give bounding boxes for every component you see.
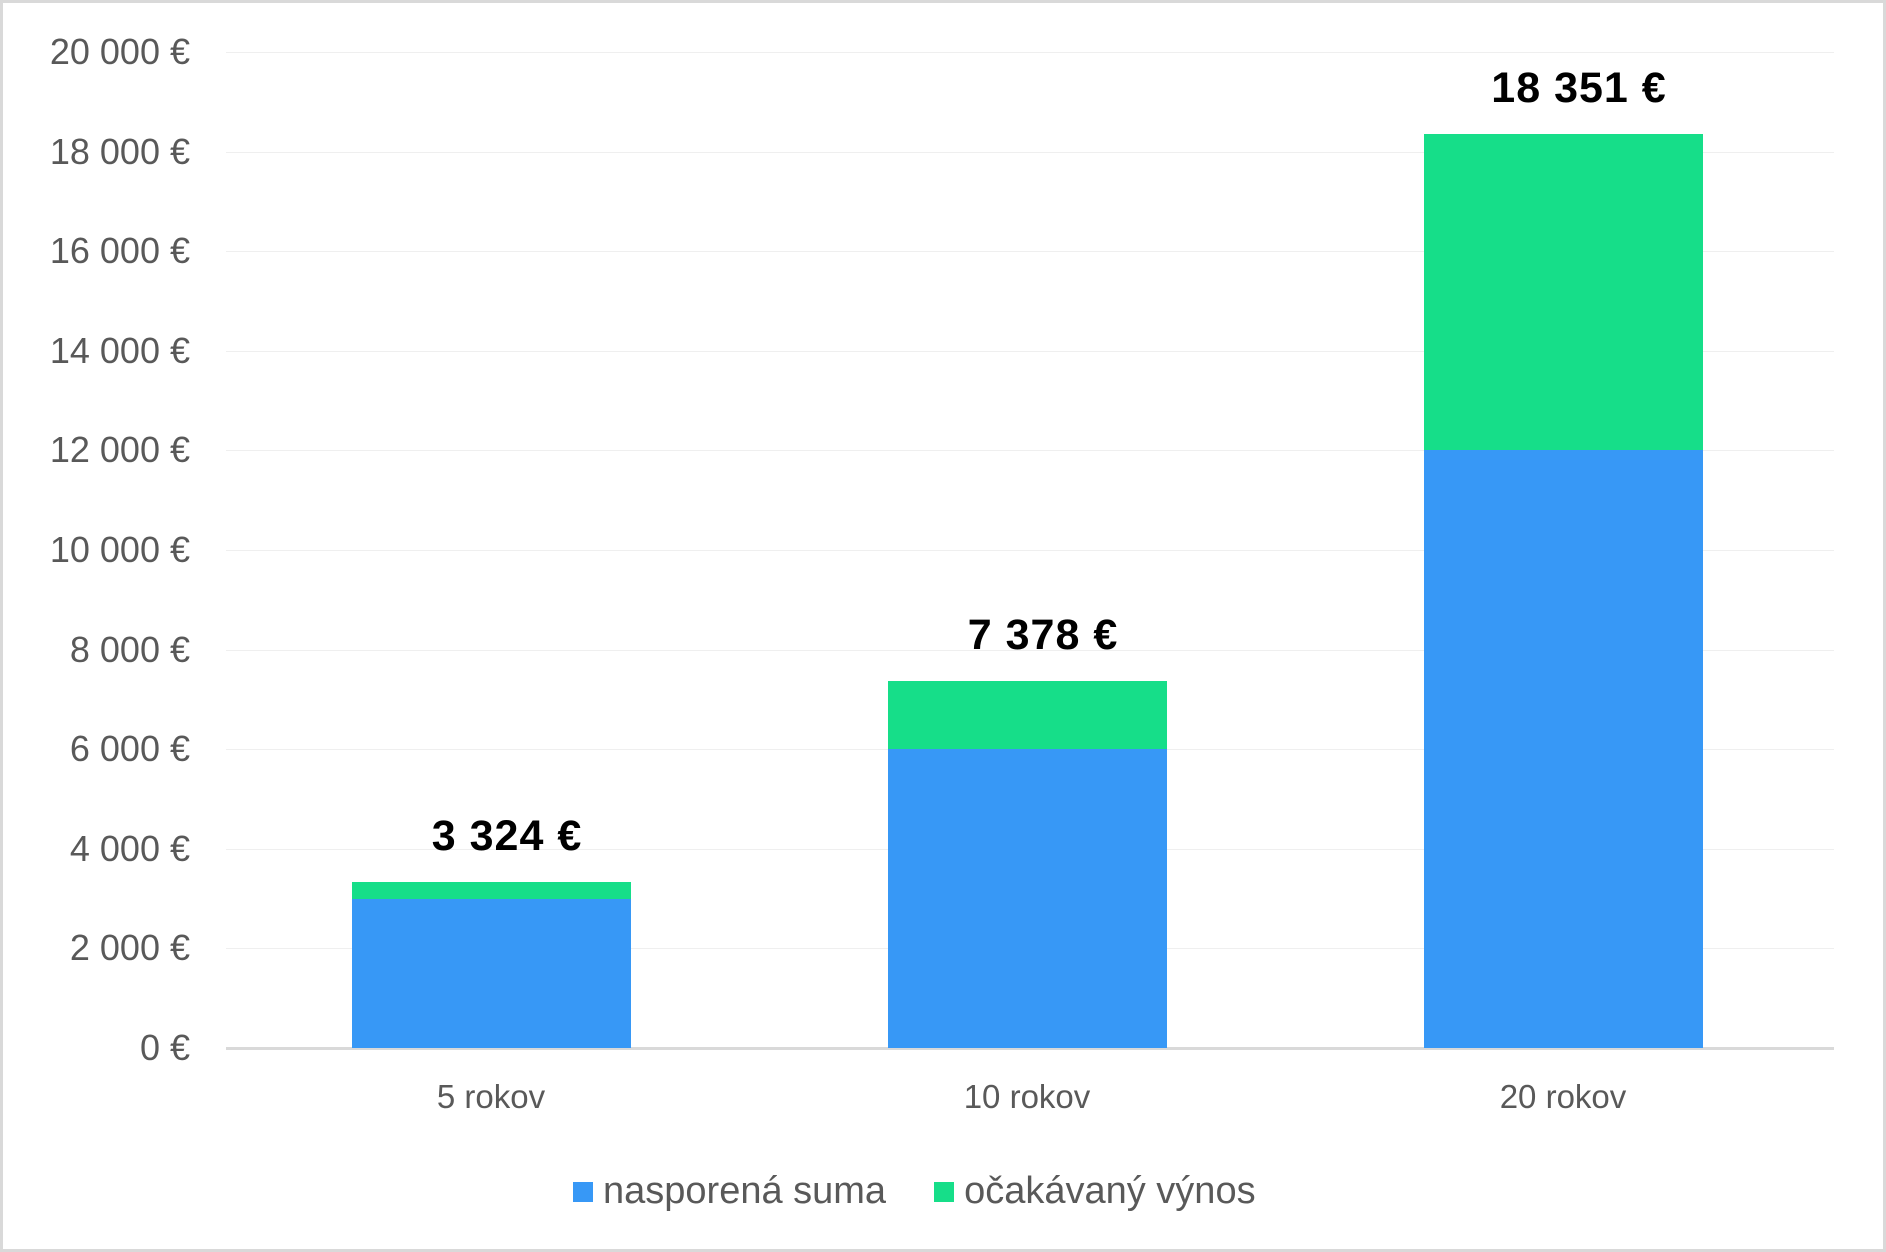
plot-area: 3 324 € 7 378 € 18 351 €	[226, 52, 1834, 1050]
legend-swatch-saved	[573, 1181, 593, 1202]
bar-stack	[887, 52, 1167, 1048]
bar-stack	[351, 52, 631, 1048]
y-tick-label: 2 000 €	[69, 927, 190, 969]
legend-label-saved: nasporená suma	[603, 1170, 887, 1212]
y-tick-label: 4 000 €	[69, 827, 190, 869]
y-tick-label: 6 000 €	[69, 728, 190, 770]
legend-label-yield: očakávaný výnos	[964, 1170, 1256, 1212]
bar-stack	[1423, 52, 1703, 1048]
y-tick-label: 14 000 €	[49, 329, 190, 371]
x-axis-line	[226, 1047, 1834, 1050]
gridline	[226, 350, 1834, 352]
gridline	[226, 251, 1834, 253]
x-tick-label: 5 rokov	[436, 1078, 546, 1115]
gridline	[226, 450, 1834, 452]
total-value-label: 7 378 €	[967, 610, 1119, 659]
legend-swatch-yield	[934, 1181, 955, 1202]
y-tick-label: 16 000 €	[49, 230, 190, 272]
gridline	[226, 52, 1834, 53]
y-tick-label: 0 €	[139, 1027, 190, 1068]
y-tick-label: 10 000 €	[49, 529, 190, 570]
bar-segment	[1423, 450, 1703, 1048]
gridline	[226, 151, 1834, 153]
legend-item-saved: nasporená suma	[573, 1170, 886, 1213]
y-tick-label: 20 000 €	[49, 31, 190, 72]
total-value-label: 3 324 €	[431, 812, 583, 861]
x-tick-label: 10 rokov	[963, 1078, 1091, 1115]
x-tick-label: 20 rokov	[1499, 1078, 1627, 1115]
y-tick-label: 8 000 €	[69, 628, 190, 670]
total-value-label: 18 351 €	[1491, 64, 1667, 113]
bar-segment	[351, 882, 631, 899]
gridline	[226, 550, 1834, 551]
bar-segment	[887, 680, 1167, 750]
gridline	[226, 649, 1834, 651]
bar-segment	[351, 898, 631, 1048]
y-tick-label: 12 000 €	[49, 429, 190, 471]
bar-segment	[887, 749, 1167, 1048]
bar-segment	[1423, 134, 1703, 451]
legend-item-yield: očakávaný výnos	[934, 1170, 1256, 1213]
legend: nasporená suma očakávaný výnos	[573, 1170, 1304, 1213]
y-tick-label: 18 000 €	[49, 130, 190, 172]
